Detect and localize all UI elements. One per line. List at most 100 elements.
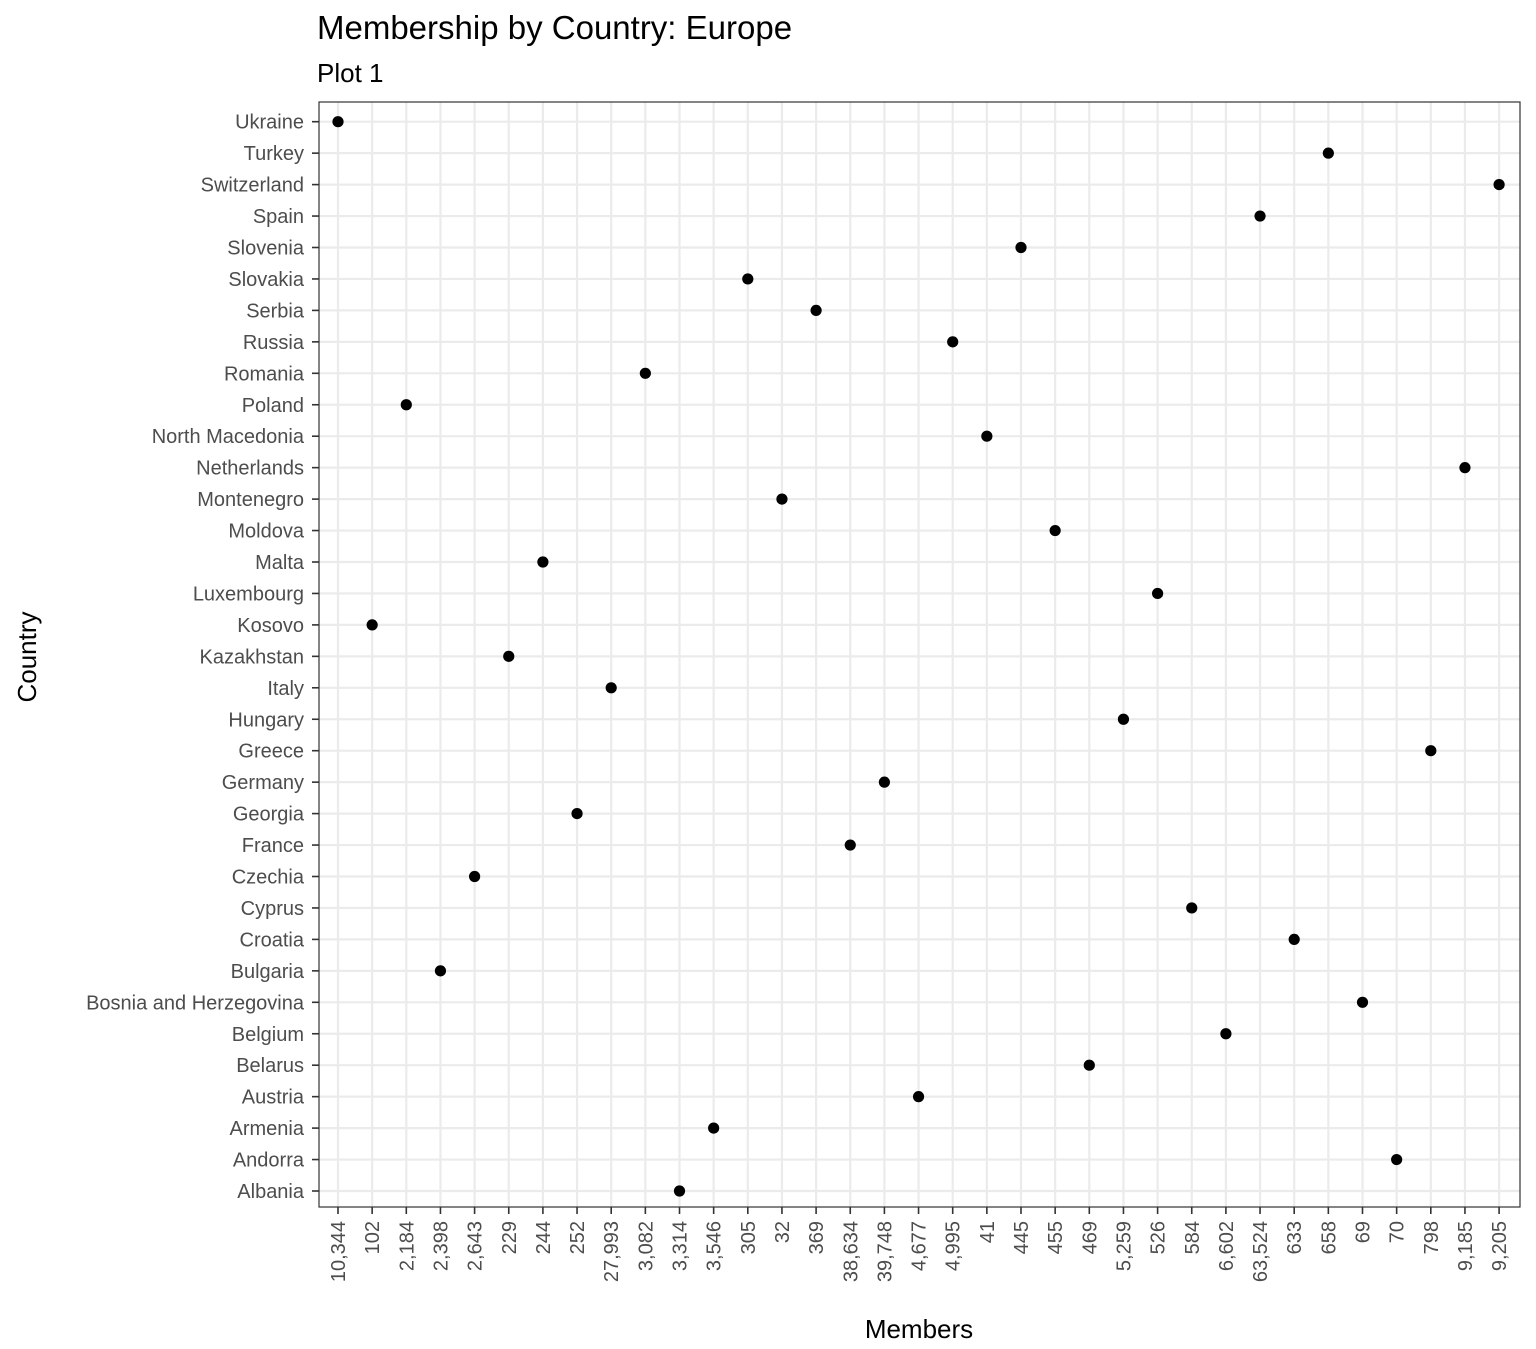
data-point [400,399,412,411]
x-tick-label: 305 [738,1221,760,1254]
y-tick-label: Italy [267,678,304,700]
y-tick-label: Armenia [230,1118,305,1140]
y-tick-label: Switzerland [201,175,304,197]
data-point [810,304,822,316]
data-point [1152,587,1164,600]
y-tick-label: Spain [253,206,304,228]
x-tick-label: 4,995 [943,1221,965,1271]
y-tick-label: Croatia [240,929,305,951]
y-tick-label: Malta [255,552,305,574]
data-point [1254,210,1266,222]
y-tick-label: Cyprus [241,898,304,920]
data-point [1083,1059,1095,1071]
data-point [673,1185,686,1197]
x-tick-label: 27,993 [601,1221,623,1282]
data-point [1459,462,1471,474]
y-tick-label: Netherlands [196,458,304,480]
data-point [912,1091,925,1103]
x-tick-label: 39,748 [874,1221,896,1282]
x-tick-label: 633 [1284,1221,1306,1254]
data-point [1015,241,1027,254]
y-tick-label: Albania [237,1181,305,1203]
data-point [947,336,959,348]
x-tick-label: 584 [1182,1221,1204,1254]
x-tick-label: 10,344 [328,1221,350,1282]
y-tick-label: Montenegro [197,489,304,511]
chart-title: Membership by Country: Europe [317,9,792,46]
x-tick-label: 70 [1387,1221,1409,1243]
x-tick-label: 798 [1421,1221,1443,1254]
x-tick-label: 2,184 [396,1221,418,1271]
data-point [844,839,856,851]
x-tick-label: 9,205 [1489,1221,1511,1271]
data-point [1049,524,1061,537]
x-axis-ticks: 10,344 102 2,184 2,398 2,643 229 244 252 27,993 3… [328,1207,1511,1282]
y-tick-label: Bulgaria [231,961,305,983]
x-tick-label: 69 [1353,1221,1375,1243]
x-tick-label: 526 [1148,1221,1170,1254]
y-tick-label: Kazakhstan [199,646,304,668]
panel-border [318,101,1521,1208]
data-point [332,116,344,128]
y-tick-label: France [242,835,304,857]
x-tick-label: 9,185 [1455,1221,1477,1271]
y-tick-label: Ukraine [235,112,304,134]
x-tick-label: 5,259 [1113,1221,1135,1271]
x-tick-label: 4,677 [909,1221,931,1271]
x-tick-label: 658 [1318,1221,1340,1254]
data-point [708,1122,720,1134]
data-point [366,619,378,631]
data-point [605,682,617,694]
y-tick-label: Germany [222,772,304,794]
x-tick-label: 32 [772,1221,794,1243]
data-point [742,273,754,285]
x-tick-label: 2,643 [465,1221,487,1271]
y-tick-label: Romania [224,363,305,385]
y-tick-label: Slovakia [228,269,304,291]
x-tick-label: 3,082 [635,1221,657,1271]
y-tick-label: Turkey [244,143,304,165]
data-point [1322,147,1334,159]
data-point [537,556,549,568]
x-tick-label: 2,398 [430,1221,452,1271]
y-axis-ticks: Albania Andorra Armenia Austria Belarus Belgi… [86,112,319,1203]
y-tick-label: Hungary [228,709,304,731]
y-tick-label: Serbia [246,300,305,322]
y-axis-title: Country [12,611,42,702]
data-point [571,808,583,820]
x-tick-label: 369 [806,1221,828,1254]
x-tick-label: 41 [977,1221,999,1243]
data-point [1391,1153,1403,1166]
grid-lines [319,102,1520,1207]
y-tick-label: North Macedonia [152,426,305,448]
data-points [332,116,1505,1197]
data-point [981,430,993,442]
y-tick-label: Kosovo [237,615,304,637]
y-tick-label: Belgium [232,1024,304,1046]
data-point [1356,996,1369,1008]
chart-subtitle: Plot 1 [317,58,384,88]
x-tick-label: 6,602 [1216,1221,1238,1271]
y-tick-label: Belarus [236,1055,304,1077]
data-point [878,776,891,788]
x-tick-label: 63,524 [1250,1221,1272,1282]
y-tick-label: Andorra [233,1150,305,1172]
y-tick-label: Slovenia [227,238,305,260]
x-tick-label: 244 [533,1221,555,1254]
data-point [1186,902,1198,914]
y-tick-label: Luxembourg [193,583,304,605]
x-tick-label: 252 [567,1221,589,1254]
data-point [1220,1028,1232,1040]
x-tick-label: 445 [1011,1221,1033,1254]
y-tick-label: Poland [242,395,304,417]
y-tick-label: Bosnia and Herzegovina [86,992,305,1014]
data-point [503,650,515,662]
data-point [434,965,447,977]
x-tick-label: 3,546 [704,1221,726,1271]
data-point [1117,713,1130,725]
data-point [639,367,651,379]
x-tick-label: 102 [362,1221,384,1254]
x-tick-label: 455 [1045,1221,1067,1254]
data-point [1425,745,1437,757]
